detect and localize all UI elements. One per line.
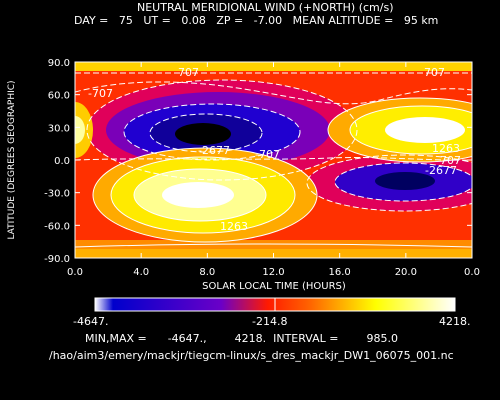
- chart-subtitle: DAY = 75 UT = 0.08 ZP = -7.00 MEAN ALTIT…: [74, 14, 439, 27]
- x-tick-label: 20.0: [395, 267, 417, 278]
- colorbar-mid-label: -214.8: [252, 315, 288, 328]
- colorbar-max-label: 4218.: [439, 315, 471, 328]
- positive-cell-south: [93, 148, 317, 242]
- y-tick-label: -60.0: [44, 221, 70, 232]
- contour-label: 707: [440, 154, 461, 167]
- contour-label: -707: [88, 87, 113, 100]
- y-tick-label: 30.0: [48, 123, 70, 134]
- contour-field: [75, 62, 472, 258]
- y-tick-label: 60.0: [48, 91, 70, 102]
- contour-label: -2677: [425, 164, 457, 177]
- x-tick-label: 8.0: [199, 267, 215, 278]
- x-tick-label: 0.0: [464, 267, 480, 278]
- negative-cell-south: [307, 155, 472, 211]
- x-tick-labels: 0.0 4.0 8.0 12.0 16.0 20.0 0.0: [67, 267, 480, 278]
- contour-label: -707: [255, 148, 280, 161]
- colorbar-min-label: -4647.: [73, 315, 109, 328]
- x-tick-label: 16.0: [329, 267, 351, 278]
- x-axis-label: SOLAR LOCAL TIME (HOURS): [202, 281, 346, 292]
- contour-label: 707: [178, 66, 199, 79]
- y-tick-label: 0.0: [54, 156, 70, 167]
- y-tick-label: 90.0: [48, 58, 70, 69]
- contour-labels: 707 -707 707 -2677 -707 1263 707 -2677 1…: [88, 66, 461, 233]
- positive-cell-north-east: [328, 98, 472, 162]
- contour-label: 1263: [220, 220, 248, 233]
- y-tick-label: -30.0: [44, 189, 70, 200]
- axis-ticks: [74, 61, 473, 259]
- file-path: /hao/aim3/emery/mackjr/tiegcm-linux/s_dr…: [49, 349, 454, 362]
- y-tick-labels: 90.0 60.0 30.0 0.0 -30.0 -60.0 -90.0: [44, 58, 70, 265]
- chart-title: NEUTRAL MERIDIONAL WIND (+NORTH) (cm/s): [137, 1, 394, 14]
- contour-label: 1263: [432, 142, 460, 155]
- y-axis-label: LATITUDE (DEGREES GEOGRAPHIC): [7, 80, 17, 239]
- contour-label: 707: [424, 66, 445, 79]
- contour-label: -2677: [198, 144, 230, 157]
- y-tick-label: -90.0: [44, 254, 70, 265]
- x-tick-label: 12.0: [262, 267, 284, 278]
- minmax-interval-line: MIN,MAX = -4647., 4218. INTERVAL = 985.0: [85, 332, 398, 345]
- contour-lines: [75, 72, 472, 248]
- positive-cell-west-edge: [75, 102, 93, 158]
- x-tick-label: 0.0: [67, 267, 83, 278]
- x-tick-label: 4.0: [133, 267, 149, 278]
